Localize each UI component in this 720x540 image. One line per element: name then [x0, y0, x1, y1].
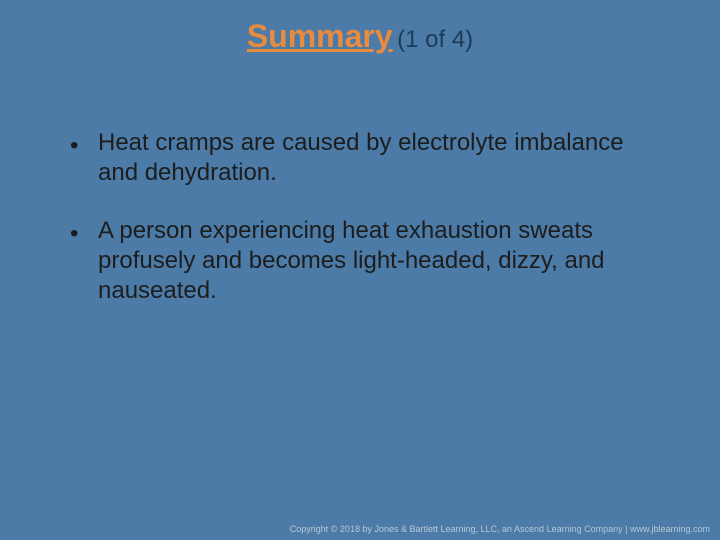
- title-main: Summary: [247, 18, 393, 54]
- copyright-footer: Copyright © 2018 by Jones & Bartlett Lea…: [290, 524, 710, 534]
- title-sub: (1 of 4): [397, 26, 473, 53]
- bullet-text: A person experiencing heat exhaustion sw…: [98, 216, 660, 306]
- bullet-item: • Heat cramps are caused by electrolyte …: [70, 128, 660, 188]
- slide-body: • Heat cramps are caused by electrolyte …: [70, 128, 660, 334]
- bullet-marker: •: [70, 128, 98, 158]
- bullet-text: Heat cramps are caused by electrolyte im…: [98, 128, 660, 188]
- slide-title: Summary (1 of 4): [0, 18, 720, 55]
- bullet-item: • A person experiencing heat exhaustion …: [70, 216, 660, 306]
- bullet-marker: •: [70, 216, 98, 246]
- slide: Summary (1 of 4) • Heat cramps are cause…: [0, 0, 720, 540]
